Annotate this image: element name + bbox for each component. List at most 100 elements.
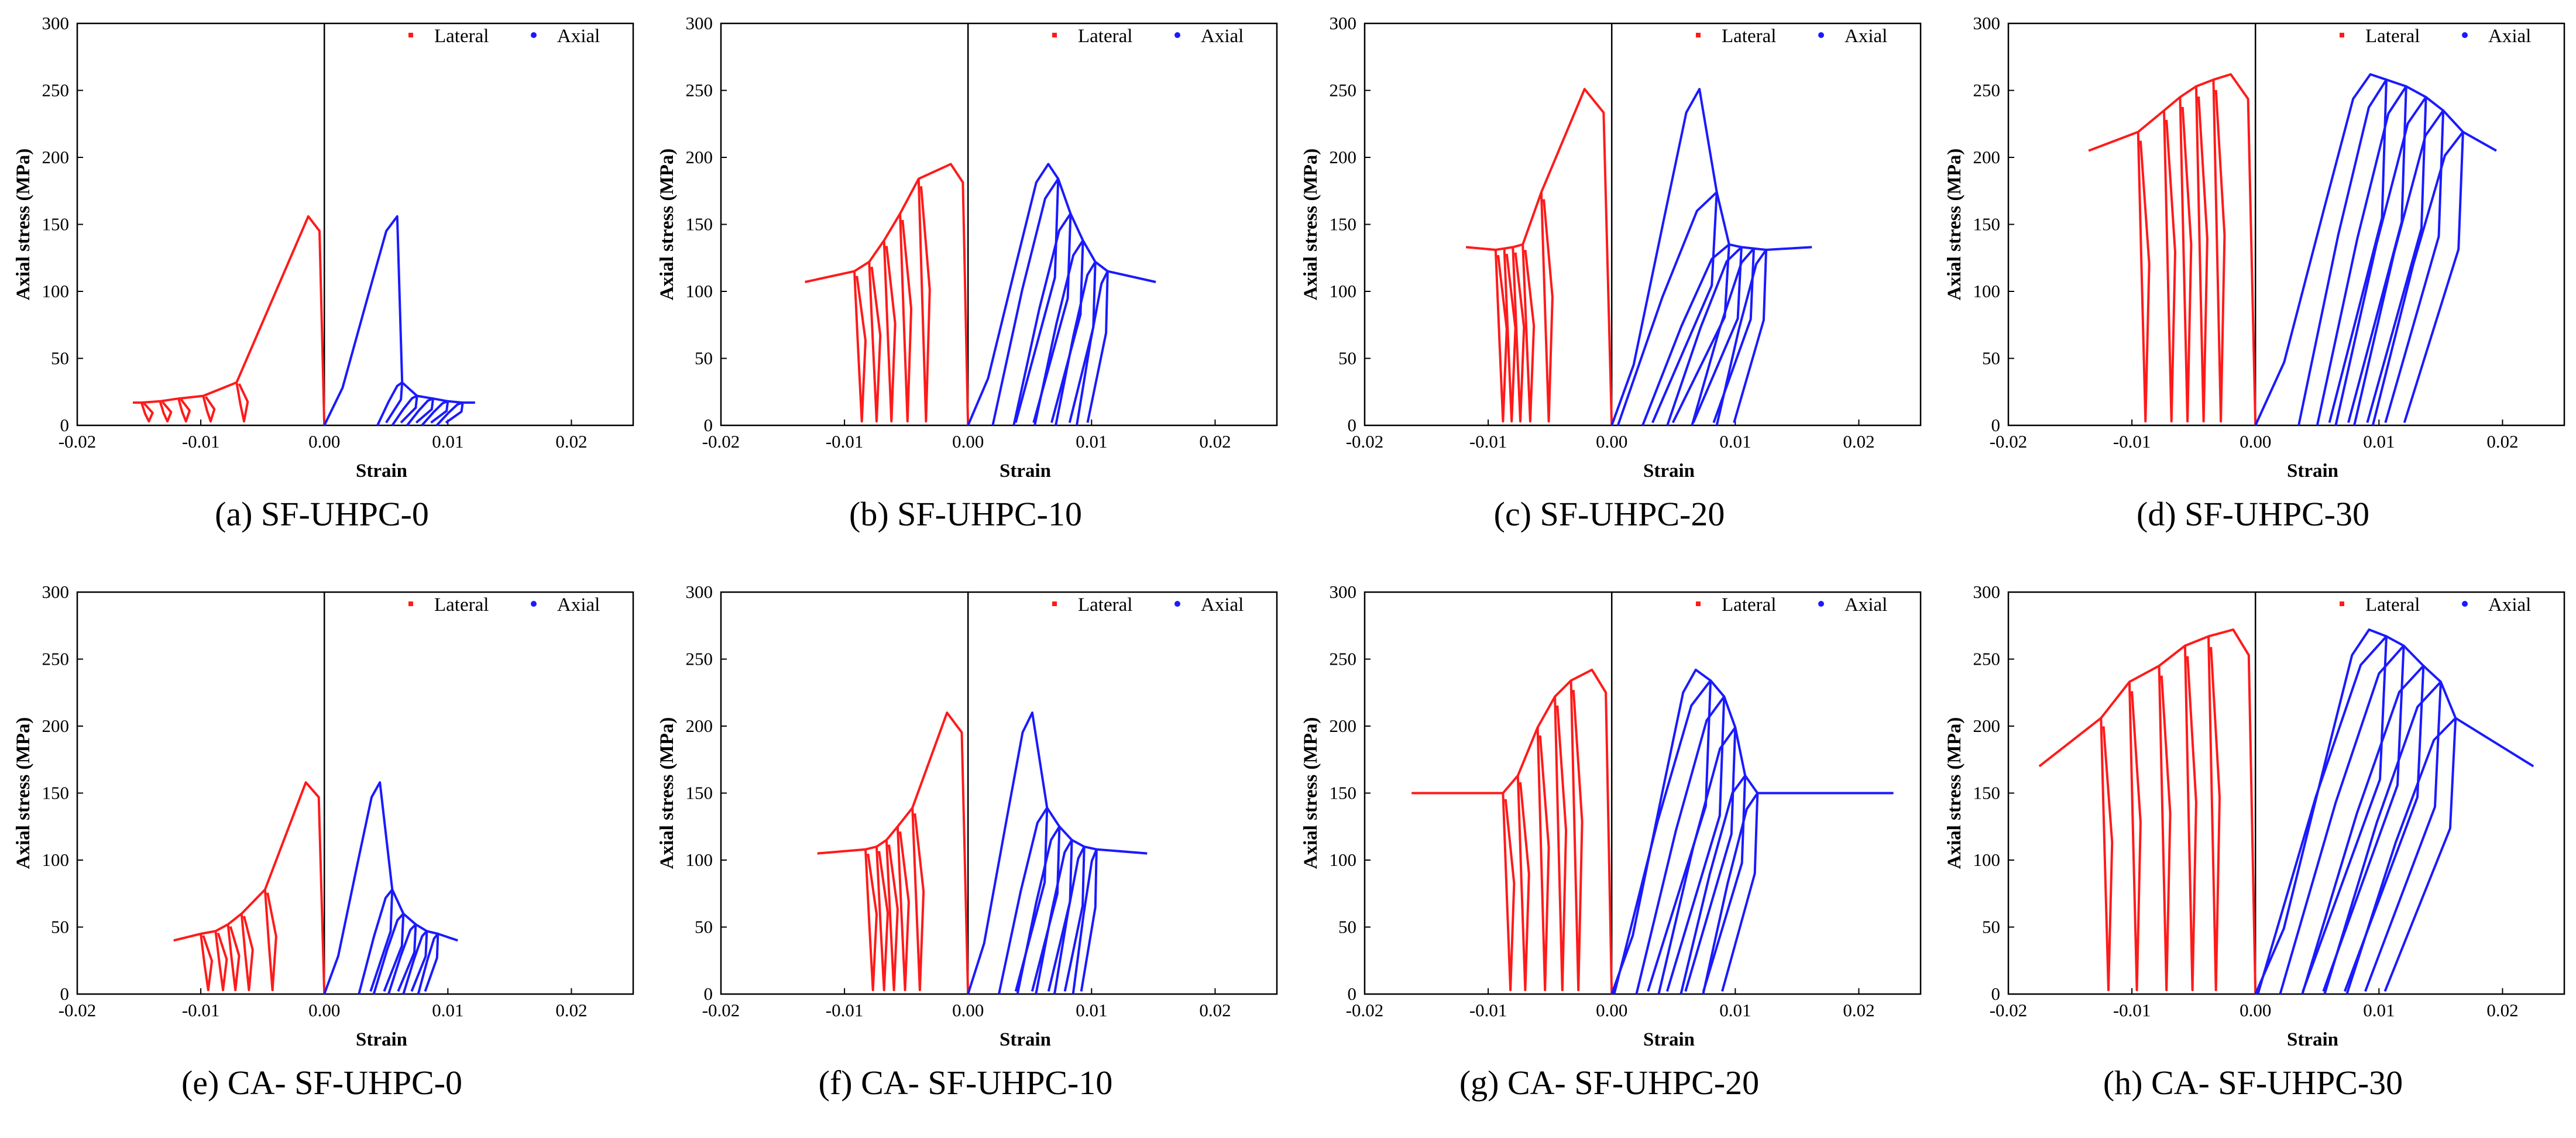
y-tick-label: 100 [42, 281, 70, 301]
x-tick-label: 0.02 [555, 431, 587, 452]
panel-caption: (c) SF-UHPC-20 [1493, 495, 1725, 533]
plot-frame [720, 22, 1278, 427]
y-tick-label: 250 [42, 649, 70, 669]
y-tick-label: 0 [704, 984, 713, 1004]
legend-marker-axial [2462, 32, 2468, 38]
axial-cycle-loop [406, 397, 434, 427]
y-tick-label: 200 [1330, 147, 1357, 167]
axial-cycle-loop [435, 401, 464, 427]
y-tick-label: 100 [1330, 281, 1357, 301]
x-tick-label: -0.01 [1469, 1000, 1507, 1020]
lateral-cycle-loop [159, 401, 173, 423]
x-tick-label: -0.02 [702, 1000, 740, 1020]
y-tick-label: 300 [42, 582, 70, 602]
axial-cycle-loop [372, 912, 405, 995]
lateral-cycle-loop [864, 849, 878, 992]
y-tick-label: 50 [1338, 348, 1356, 369]
x-tick-label: 0.00 [952, 431, 984, 452]
legend-label-axial: Axial [1845, 594, 1887, 616]
panel-caption: (e) CA- SF-UHPC-0 [181, 1064, 463, 1102]
x-tick-label: 0.01 [2363, 431, 2395, 452]
legend-marker-axial [1818, 601, 1824, 607]
lateral-cycle-loop [214, 931, 228, 992]
lateral-cycle-loop [2183, 645, 2197, 992]
x-tick-label: 0.00 [1596, 431, 1627, 452]
legend-marker-axial [531, 32, 537, 38]
lateral-cycle-loop [2179, 97, 2193, 423]
y-tick-label: 100 [1330, 850, 1357, 870]
y-tick-label: 250 [1973, 649, 2001, 669]
legend-marker-lateral [408, 33, 413, 37]
y-tick-label: 50 [695, 917, 713, 937]
lateral-cycle-loop [885, 840, 899, 992]
x-tick-label: 0.00 [1596, 1000, 1627, 1020]
lateral-cycle-loop [1536, 727, 1550, 992]
chart-svg: 0 50 100 150 200 250 300 -0.02 -0.01 0.00 0.01 0.02… [13, 13, 634, 482]
axial-cycle-loop [2279, 644, 2405, 995]
axial-cycle-loop [991, 177, 1060, 426]
y-axis-label: Axial stress (MPa) [1944, 717, 1965, 869]
axial-cycle-loop [2334, 96, 2427, 426]
panel-caption: (h) CA- SF-UHPC-30 [2103, 1064, 2403, 1102]
y-tick-label: 100 [1973, 850, 2001, 870]
y-axis-label: Axial stress (MPa) [1944, 149, 1965, 301]
legend-marker-lateral [1696, 33, 1701, 37]
x-tick-label: -0.02 [1346, 431, 1384, 452]
axial-cycle-loop [1616, 191, 1718, 426]
lateral-cycle-loop [2128, 682, 2142, 992]
x-tick-label: 0.01 [432, 431, 463, 452]
y-tick-label: 200 [1330, 716, 1357, 736]
x-tick-label: 0.00 [952, 1000, 984, 1020]
y-tick-label: 300 [42, 13, 70, 33]
axial-cycle-loop [2301, 665, 2425, 995]
legend-marker-axial [2462, 601, 2468, 607]
x-axis-label: Strain [1000, 460, 1051, 482]
axial-cycle-loop [402, 930, 428, 995]
axial-cycle-loop [1071, 848, 1098, 995]
axial-cycle-loop [1053, 845, 1086, 995]
y-tick-label: 0 [704, 415, 713, 435]
y-tick-label: 150 [686, 783, 713, 803]
y-tick-label: 300 [1973, 13, 2001, 33]
axial-envelope-series [323, 781, 458, 995]
x-axis-label: Strain [1643, 1029, 1695, 1050]
legend-marker-lateral [1696, 601, 1701, 606]
x-tick-label: -0.01 [182, 431, 220, 452]
lateral-cycle-loop [868, 262, 882, 423]
x-tick-label: -0.02 [59, 1000, 97, 1020]
axial-cycle-loop [376, 381, 404, 426]
x-tick-label: 0.00 [2240, 1000, 2271, 1020]
plot-frame [76, 591, 634, 995]
y-axis-label: Axial stress (MPa) [1300, 717, 1321, 869]
y-tick-label: 50 [1982, 348, 2000, 369]
x-axis-label: Strain [2287, 460, 2338, 482]
axial-cycle-loop [1012, 212, 1072, 426]
lateral-cycle-loop [263, 889, 277, 992]
x-tick-label: -0.01 [826, 431, 864, 452]
legend-marker-axial [1174, 601, 1180, 607]
legend-marker-axial [1174, 32, 1180, 38]
x-tick-label: -0.02 [1990, 431, 2028, 452]
chart-svg: 0 50 100 150 200 250 300 -0.02 -0.01 0.00 0.01 0.02… [13, 582, 634, 1050]
axial-envelope-series [1610, 88, 1812, 426]
x-tick-label: 0.01 [1076, 1000, 1107, 1020]
legend-marker-lateral [2340, 33, 2344, 37]
x-tick-label: 0.02 [1843, 1000, 1874, 1020]
lateral-envelope-series [805, 163, 970, 426]
x-axis-label: Strain [1643, 460, 1695, 482]
lateral-cycle-loop [2207, 636, 2221, 992]
y-tick-label: 200 [686, 147, 713, 167]
legend-marker-axial [531, 601, 537, 607]
x-tick-label: -0.02 [702, 431, 740, 452]
x-tick-label: -0.02 [1990, 1000, 2028, 1020]
lateral-envelope-series [2038, 628, 2257, 995]
x-axis-label: Strain [356, 1029, 407, 1050]
x-tick-label: -0.01 [182, 1000, 220, 1020]
y-tick-label: 0 [1348, 415, 1357, 435]
x-tick-label: -0.02 [59, 431, 97, 452]
y-tick-label: 300 [1330, 582, 1357, 602]
legend-marker-lateral [1052, 601, 1057, 606]
panel-caption: (a) SF-UHPC-0 [215, 495, 429, 533]
legend-label-axial: Axial [2488, 594, 2531, 616]
axial-cycle-loop [387, 923, 417, 995]
